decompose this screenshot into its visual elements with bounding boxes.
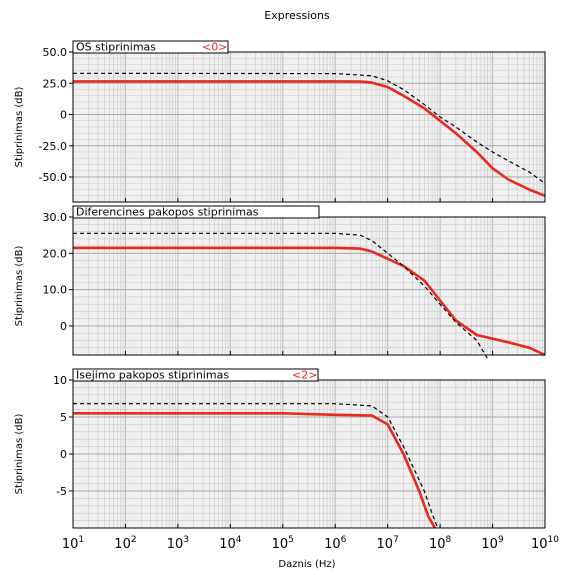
x-tick-exponent: 1 — [78, 535, 84, 545]
x-tick-label: 108 — [429, 535, 452, 552]
x-tick-base: 10 — [481, 537, 498, 552]
x-tick-exponent: 2 — [131, 535, 137, 545]
x-tick-exponent: 7 — [393, 535, 399, 545]
x-tick-label: 106 — [324, 535, 347, 552]
panel-1-y-tick-label: 30.0 — [43, 211, 68, 224]
x-tick-base: 10 — [377, 537, 394, 552]
panel-1-tab[interactable] — [72, 205, 320, 219]
panel-2-y-tick-label: -5 — [56, 485, 67, 498]
x-tick-base: 10 — [167, 537, 184, 552]
x-tick-label: 104 — [219, 535, 242, 552]
x-tick-label: 103 — [167, 535, 189, 552]
x-tick-exponent: 4 — [236, 535, 242, 545]
panel-2-y-axis-label: Stiprinimas (dB) — [14, 414, 25, 495]
x-tick-label: 107 — [377, 535, 399, 552]
x-tick-base: 10 — [219, 537, 236, 552]
x-tick-base: 10 — [429, 537, 446, 552]
x-tick-label: 102 — [114, 535, 136, 552]
panel-0-y-axis-label: Stiprinimas (dB) — [14, 87, 25, 168]
panel-1-y-tick-label: 20.0 — [43, 247, 68, 260]
x-tick-label: 1010 — [531, 535, 559, 552]
panel-2-tab-marker: <2> — [292, 369, 317, 382]
panel-0-tab-label: OS stiprinimas — [76, 41, 156, 54]
panel-0-series-dashed-black-line — [72, 72, 546, 184]
panel-2-tab-label: Isejimo pakopos stiprinimas — [76, 369, 229, 382]
x-tick-label: 105 — [272, 535, 294, 552]
panel-0-y-tick-label: -25.0 — [39, 140, 67, 153]
x-tick-exponent: 9 — [498, 535, 504, 545]
panel-2-series-solid-red-line — [73, 411, 437, 529]
panel-0-frame — [72, 51, 546, 203]
panel-1-y-tick-label: 0 — [60, 320, 67, 333]
panel-2-y-tick-label: 5 — [60, 411, 67, 424]
x-tick-label: 109 — [481, 535, 504, 552]
panel-1-y-tick-label: 10.0 — [43, 284, 68, 297]
panel-1-series-solid-red-line — [73, 246, 546, 357]
x-tick-exponent: 3 — [183, 535, 189, 545]
panel-1-plot-area — [73, 217, 545, 355]
panel-0-y-tick-label: 50.0 — [43, 46, 68, 59]
x-tick-base: 10 — [114, 537, 131, 552]
panel-0-tab[interactable] — [72, 40, 229, 54]
panel-0-y-tick-label: 25.0 — [43, 77, 68, 90]
x-tick-exponent: 5 — [288, 535, 294, 545]
window-title: Expressions — [264, 9, 330, 22]
x-tick-base: 10 — [324, 537, 341, 552]
x-tick-base: 10 — [62, 537, 79, 552]
x-tick-base: 10 — [272, 537, 289, 552]
panel-0-y-tick-label: -50.0 — [39, 171, 67, 184]
x-tick-label: 101 — [62, 535, 84, 552]
x-tick-exponent: 8 — [446, 535, 452, 545]
panel-2-tab[interactable] — [72, 368, 319, 382]
x-tick-exponent: 10 — [548, 535, 560, 545]
panel-1-y-axis-label: Stiprinimas (dB) — [14, 246, 25, 327]
panel-2-y-tick-label: 0 — [60, 448, 67, 461]
x-tick-base: 10 — [531, 537, 548, 552]
panel-2-series-dashed-black-line — [73, 403, 439, 529]
panel-0-tab-marker: <0> — [202, 41, 227, 54]
x-axis-label: Daznis (Hz) — [278, 559, 335, 570]
panel-0-y-tick-label: 0 — [60, 109, 67, 122]
x-tick-exponent: 6 — [341, 535, 347, 545]
panel-0-series-solid-red-line — [73, 80, 546, 198]
panel-2-y-tick-label: 10 — [53, 374, 67, 387]
panel-1-tab-label: Diferencines pakopos stiprinimas — [76, 206, 259, 219]
